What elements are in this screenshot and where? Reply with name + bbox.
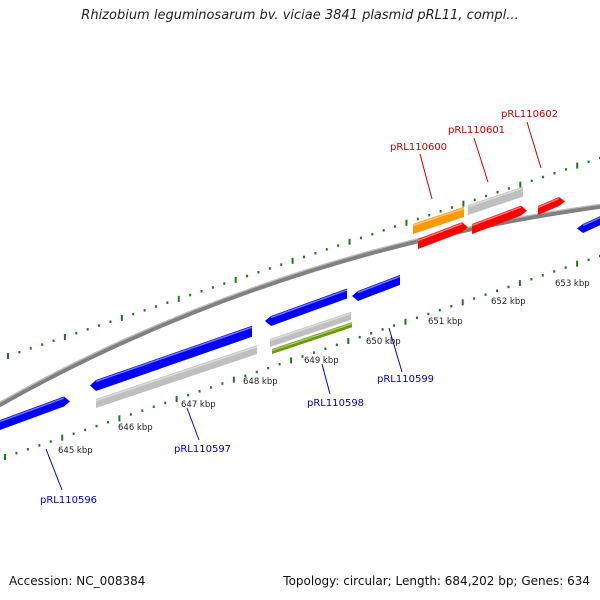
gene-reverse-shine bbox=[537, 197, 560, 209]
scale-label: 645 kbp bbox=[58, 446, 93, 456]
map-title: Rhizobium leguminosarum bv. viciae 3841 … bbox=[81, 8, 519, 23]
gene-label: pRL110597 bbox=[174, 444, 231, 455]
grey-feature-shine bbox=[95, 345, 258, 402]
scale-label: 650 kbp bbox=[366, 337, 401, 347]
scale-label: 646 kbp bbox=[118, 423, 153, 433]
grey-feature bbox=[467, 186, 524, 215]
scale-label: 649 kbp bbox=[304, 356, 339, 366]
gene-forward-shine bbox=[357, 275, 401, 294]
gene-forward bbox=[352, 274, 401, 301]
gene-reverse-body bbox=[472, 205, 527, 234]
gene-leader-line bbox=[473, 137, 489, 183]
olive-feature bbox=[271, 322, 353, 354]
gene-forward-body bbox=[90, 325, 252, 391]
gene-reverse-shine bbox=[471, 206, 522, 227]
backbone-line bbox=[0, 203, 600, 408]
gene-reverse-body bbox=[418, 222, 468, 249]
scale-label: 651 kbp bbox=[428, 317, 463, 327]
gene-leader-line bbox=[526, 121, 542, 169]
gene-orange bbox=[412, 206, 465, 234]
gene-reverse-shine bbox=[417, 223, 463, 242]
gene-forward-shine bbox=[270, 289, 348, 319]
grey-feature bbox=[95, 345, 258, 408]
gene-leader-line bbox=[186, 407, 200, 441]
gene-reverse bbox=[537, 196, 565, 215]
gene-forward-shine bbox=[582, 217, 600, 227]
scale-label: 647 kbp bbox=[181, 400, 216, 410]
topology-info: Topology: circular; Length: 684,202 bp; … bbox=[283, 574, 590, 588]
gene-reverse bbox=[417, 222, 468, 249]
gene-forward-body bbox=[0, 396, 70, 430]
grey-feature-shine bbox=[269, 312, 352, 342]
olive-feature-shine bbox=[271, 322, 353, 352]
gene-forward bbox=[577, 216, 600, 233]
gene-forward-body bbox=[577, 216, 600, 233]
gene-forward bbox=[265, 288, 348, 326]
gene-label: pRL110602 bbox=[501, 109, 558, 120]
gene-orange-shine bbox=[412, 207, 465, 227]
gene-forward-shine bbox=[0, 397, 65, 423]
grey-feature-shine bbox=[467, 187, 524, 208]
gene-forward-body bbox=[265, 288, 347, 326]
scale-label: 652 kbp bbox=[491, 297, 526, 307]
scale-label: 648 kbp bbox=[243, 377, 278, 387]
accession-text: Accession: NC_008384 bbox=[9, 574, 146, 588]
gene-forward-shine bbox=[95, 326, 253, 383]
gene-leader-line bbox=[388, 327, 403, 373]
gene-forward-body bbox=[352, 274, 400, 301]
gene-label: pRL110599 bbox=[377, 374, 434, 385]
gene-leader-line bbox=[321, 363, 331, 395]
grey-feature-body bbox=[270, 311, 351, 347]
grey-feature-body bbox=[468, 186, 523, 215]
gene-leader-line bbox=[45, 448, 63, 491]
grey-feature bbox=[269, 311, 352, 347]
gene-reverse bbox=[471, 205, 527, 234]
gene-forward bbox=[90, 325, 253, 391]
backbone-highlight bbox=[0, 203, 600, 404]
gene-forward bbox=[0, 396, 70, 430]
gene-label: pRL110601 bbox=[448, 125, 505, 136]
grey-feature-body bbox=[96, 345, 257, 408]
gene-label: pRL110600 bbox=[390, 142, 447, 153]
gene-label: pRL110596 bbox=[40, 495, 97, 506]
gene-reverse-body bbox=[538, 196, 565, 215]
gene-orange-body bbox=[413, 206, 464, 234]
scale-label: 653 kbp bbox=[555, 279, 590, 289]
olive-feature-body bbox=[272, 322, 352, 354]
gene-leader-line bbox=[419, 153, 433, 200]
gene-label: pRL110598 bbox=[307, 398, 364, 409]
